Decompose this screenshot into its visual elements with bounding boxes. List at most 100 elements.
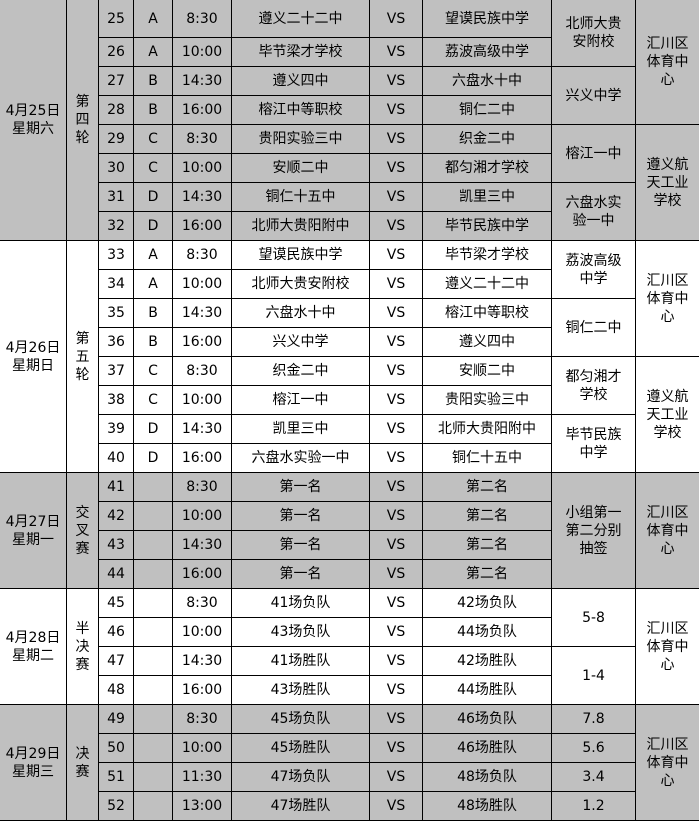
time-cell: 14:30 bbox=[172, 66, 232, 96]
time-cell: 10:00 bbox=[172, 385, 232, 415]
match-row: 51 11:30 47场负队 VS 48场负队 3.4 bbox=[0, 762, 699, 792]
home-team: 兴义中学 bbox=[231, 327, 370, 357]
vs-label: VS bbox=[369, 0, 423, 38]
home-team: 第一名 bbox=[231, 559, 370, 589]
duty-cell: 5-8 bbox=[551, 588, 636, 647]
match-number: 48 bbox=[98, 675, 134, 705]
time-cell: 16:00 bbox=[172, 443, 232, 473]
match-row: 4月25日 星期六第 四 轮 25 A 8:30 遵义二十二中 VS 望谟民族中学 北师大贵 … bbox=[0, 0, 699, 241]
group-cell bbox=[133, 472, 173, 502]
round-cell: 半 决 赛 bbox=[66, 588, 99, 705]
away-team: 织金二中 bbox=[422, 124, 552, 154]
vs-label: VS bbox=[369, 356, 423, 386]
match-row: 46 10:00 43场负队 VS 44场负队 bbox=[0, 617, 699, 647]
group-cell bbox=[133, 675, 173, 705]
date-cell: 4月26日 星期日 bbox=[0, 240, 67, 473]
match-number: 50 bbox=[98, 733, 134, 763]
away-team: 46场负队 bbox=[422, 704, 552, 734]
match-number: 30 bbox=[98, 153, 134, 183]
away-team: 毕节梁才学校 bbox=[422, 240, 552, 270]
time-cell: 8:30 bbox=[172, 356, 232, 386]
duty-cell: 3.4 bbox=[551, 762, 636, 792]
home-team: 45场胜队 bbox=[231, 733, 370, 763]
venue-cell: 汇川区 体育中 心 bbox=[635, 704, 699, 821]
away-team: 都匀湘才学校 bbox=[422, 153, 552, 183]
match-number: 44 bbox=[98, 559, 134, 589]
home-team: 41场胜队 bbox=[231, 646, 370, 676]
home-team: 望谟民族中学 bbox=[231, 240, 370, 270]
match-row: 4月27日 星期一交 叉 赛 41 8:30 第一名 VS 第二名 小组第一 第二分别 抽签… bbox=[0, 472, 699, 589]
time-cell: 8:30 bbox=[172, 240, 232, 270]
round-cell: 第 四 轮 bbox=[66, 0, 99, 241]
time-cell: 8:30 bbox=[172, 0, 232, 38]
venue-cell: 汇川区 体育中 心 bbox=[635, 588, 699, 705]
duty-cell: 榕江一中 bbox=[551, 124, 636, 183]
time-cell: 14:30 bbox=[172, 414, 232, 444]
match-row: 28 B 16:00 榕江中等职校 VS 铜仁二中 bbox=[0, 95, 699, 125]
match-number: 37 bbox=[98, 356, 134, 386]
time-cell: 16:00 bbox=[172, 675, 232, 705]
away-team: 第二名 bbox=[422, 501, 552, 531]
match-row: 48 16:00 43场胜队 VS 44场胜队 bbox=[0, 675, 699, 705]
vs-label: VS bbox=[369, 414, 423, 444]
time-cell: 10:00 bbox=[172, 733, 232, 763]
match-number: 25 bbox=[98, 0, 134, 38]
home-team: 榕江一中 bbox=[231, 385, 370, 415]
home-team: 47场负队 bbox=[231, 762, 370, 792]
home-team: 榕江中等职校 bbox=[231, 95, 370, 125]
match-row: 39 D 14:30 凯里三中 VS 北师大贵阳附中 毕节民族 中学 bbox=[0, 414, 699, 473]
duty-cell: 小组第一 第二分别 抽签 bbox=[551, 472, 636, 589]
time-cell: 10:00 bbox=[172, 153, 232, 183]
venue-cell: 汇川区 体育中 心 bbox=[635, 0, 699, 125]
away-team: 42场胜队 bbox=[422, 646, 552, 676]
vs-label: VS bbox=[369, 733, 423, 763]
match-row: 4月29日 星期三决 赛 49 8:30 45场负队 VS 46场负队 7.8 汇川区 体育中… bbox=[0, 704, 699, 821]
time-cell: 14:30 bbox=[172, 298, 232, 328]
time-cell: 16:00 bbox=[172, 211, 232, 241]
time-cell: 8:30 bbox=[172, 472, 232, 502]
home-team: 第一名 bbox=[231, 501, 370, 531]
vs-label: VS bbox=[369, 269, 423, 299]
home-team: 安顺二中 bbox=[231, 153, 370, 183]
match-number: 47 bbox=[98, 646, 134, 676]
vs-label: VS bbox=[369, 153, 423, 183]
away-team: 六盘水十中 bbox=[422, 66, 552, 96]
vs-label: VS bbox=[369, 530, 423, 560]
vs-label: VS bbox=[369, 501, 423, 531]
away-team: 第二名 bbox=[422, 472, 552, 502]
venue-cell: 遵义航 天工业 学校 bbox=[635, 356, 699, 473]
match-number: 52 bbox=[98, 791, 134, 821]
match-number: 49 bbox=[98, 704, 134, 734]
group-cell: A bbox=[133, 37, 173, 67]
match-row: 26 A 10:00 毕节梁才学校 VS 荔波高级中学 bbox=[0, 37, 699, 67]
away-team: 铜仁二中 bbox=[422, 95, 552, 125]
away-team: 荔波高级中学 bbox=[422, 37, 552, 67]
home-team: 织金二中 bbox=[231, 356, 370, 386]
group-cell: C bbox=[133, 153, 173, 183]
away-team: 第二名 bbox=[422, 530, 552, 560]
home-team: 北师大贵安附校 bbox=[231, 269, 370, 299]
away-team: 安顺二中 bbox=[422, 356, 552, 386]
home-team: 凯里三中 bbox=[231, 414, 370, 444]
time-cell: 11:30 bbox=[172, 762, 232, 792]
group-cell bbox=[133, 501, 173, 531]
group-cell bbox=[133, 733, 173, 763]
away-team: 北师大贵阳附中 bbox=[422, 414, 552, 444]
vs-label: VS bbox=[369, 182, 423, 212]
duty-cell: 兴义中学 bbox=[551, 66, 636, 125]
time-cell: 10:00 bbox=[172, 37, 232, 67]
match-number: 46 bbox=[98, 617, 134, 647]
group-cell: A bbox=[133, 240, 173, 270]
date-cell: 4月29日 星期三 bbox=[0, 704, 67, 821]
time-cell: 10:00 bbox=[172, 501, 232, 531]
time-cell: 16:00 bbox=[172, 327, 232, 357]
home-team: 贵阳实验三中 bbox=[231, 124, 370, 154]
vs-label: VS bbox=[369, 211, 423, 241]
time-cell: 10:00 bbox=[172, 269, 232, 299]
home-team: 41场负队 bbox=[231, 588, 370, 618]
away-team: 44场胜队 bbox=[422, 675, 552, 705]
match-number: 42 bbox=[98, 501, 134, 531]
match-number: 39 bbox=[98, 414, 134, 444]
duty-cell: 北师大贵 安附校 bbox=[551, 0, 636, 67]
